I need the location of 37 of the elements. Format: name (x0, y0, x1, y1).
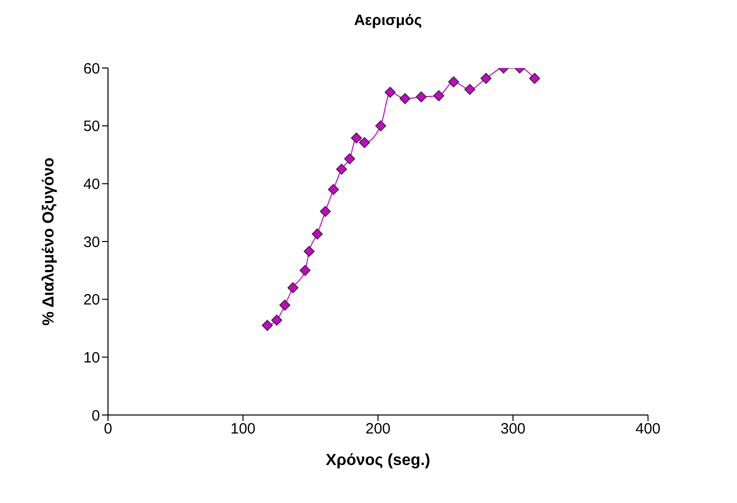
point (416, 91, 427, 102)
point (400, 93, 410, 104)
point (336, 164, 348, 175)
point (304, 246, 315, 257)
point (271, 314, 282, 326)
y-tick-label: 50 (83, 118, 100, 136)
point (359, 137, 370, 148)
point (375, 120, 386, 132)
x-tick-label: 300 (500, 420, 526, 438)
x-tick-label: 100 (230, 420, 256, 438)
point (480, 72, 492, 84)
point (344, 153, 356, 164)
point (433, 90, 444, 102)
point (464, 84, 476, 95)
chart-title: Αερισμός (353, 12, 423, 29)
y-tick-label: 60 (83, 60, 100, 78)
y-tick-label: 20 (83, 292, 100, 309)
y-tick-label: 30 (83, 234, 100, 251)
y-tick-label: 0 (92, 407, 100, 424)
x-tick-label: 400 (635, 420, 661, 438)
point (328, 184, 339, 195)
x-axis-title: Χρόνος (seg.) (326, 452, 430, 469)
point (320, 206, 331, 217)
point (350, 132, 362, 144)
y-tick-label: 40 (83, 176, 100, 193)
y-tick-label: 10 (83, 349, 100, 366)
point (384, 86, 396, 98)
point (262, 320, 273, 331)
point (279, 300, 290, 311)
x-tick-label: 0 (104, 420, 112, 438)
point (312, 228, 323, 240)
point (300, 264, 311, 276)
point (287, 282, 298, 294)
point (529, 72, 540, 84)
y-axis-title: % Διαλυμένο Οξυγόνο (40, 157, 58, 326)
point (448, 76, 460, 88)
x-tick-label: 200 (365, 420, 391, 438)
